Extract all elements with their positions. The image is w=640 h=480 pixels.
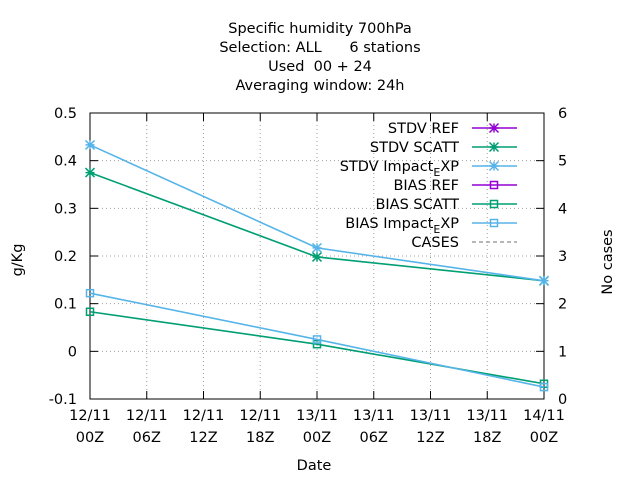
x-axis: 12/11 00Z 12/11 06Z 12/11 12Z 12/11 18Z 13/11 00Z… — [69, 113, 565, 446]
y2-tick-label: 1 — [558, 344, 567, 360]
x-tick-label: 13/11 — [466, 408, 508, 424]
x-tick-label: 12/11 — [69, 408, 111, 424]
y-axis: -0.1 0 0.1 0.2 0.3 0.4 0.5 — [49, 106, 98, 408]
data-point — [84, 139, 96, 150]
y2-tick-label: 5 — [558, 154, 567, 170]
legend-label-part: STDV REF — [388, 121, 459, 137]
y-tick-label: -0.1 — [49, 392, 77, 408]
legend-marker — [489, 199, 499, 209]
legend-label-part: XP — [440, 159, 459, 175]
x-tick-label: 00Z — [530, 430, 558, 446]
x-axis-label: Date — [297, 458, 332, 474]
x-tick-label: 12/11 — [126, 408, 168, 424]
y2-tick-label: 2 — [558, 297, 567, 313]
x-tick-label: 12/11 — [183, 408, 225, 424]
legend-label: STDV SCATT — [370, 140, 459, 156]
y2-tick-label: 3 — [558, 249, 567, 265]
title-line-1: Specific humidity 700hPa — [228, 21, 412, 37]
data-point — [312, 339, 322, 349]
x-tick-label: 14/11 — [523, 408, 565, 424]
legend-label: BIAS ImpactEXP — [345, 216, 459, 236]
data-point — [311, 251, 323, 262]
x-tick-label: 13/11 — [353, 408, 395, 424]
legend-label-part: E — [433, 223, 440, 236]
y2-axis-label: No cases — [600, 229, 616, 294]
y-tick-label: 0.1 — [54, 297, 77, 313]
legend-label: CASES — [411, 235, 459, 251]
x-tick-label: 18Z — [246, 430, 274, 446]
y2-tick-label: 6 — [558, 106, 567, 122]
chart-title: Specific humidity 700hPa Selection: ALL … — [219, 21, 420, 94]
legend-marker — [488, 122, 500, 134]
legend-marker — [488, 160, 500, 172]
y-tick-label: 0.5 — [54, 106, 77, 122]
y-tick-label: 0 — [68, 344, 77, 360]
x-tick-label: 00Z — [303, 430, 331, 446]
x-tick-label: 18Z — [473, 430, 501, 446]
x-tick-label: 12Z — [416, 430, 444, 446]
x-tick-label: 06Z — [133, 430, 161, 446]
legend-label: STDV ImpactEXP — [340, 159, 460, 179]
data-point — [538, 275, 550, 286]
y-tick-label: 0.3 — [54, 201, 77, 217]
legend-entry: STDV SCATT — [370, 140, 517, 156]
data-point — [84, 167, 96, 178]
series-5 — [85, 288, 549, 392]
data-point — [85, 307, 95, 317]
legend-label-part: BIAS Impact — [345, 216, 433, 232]
series-line — [89, 292, 545, 388]
legend-label-part: E — [433, 166, 440, 179]
legend-entry: BIAS ImpactEXP — [345, 216, 517, 236]
data-point — [539, 382, 549, 392]
y2-axis: 0 1 2 3 4 5 6 — [536, 106, 567, 408]
series-group — [84, 139, 550, 392]
x-tick-label: 12/11 — [239, 408, 281, 424]
legend-label: BIAS SCATT — [375, 197, 459, 213]
y2-tick-label: 0 — [558, 392, 567, 408]
legend-label-part: BIAS SCATT — [375, 197, 459, 213]
title-line-3: Used 00 + 24 — [268, 59, 372, 75]
legend-entry: STDV ImpactEXP — [340, 159, 517, 179]
legend-label-part: BIAS REF — [393, 178, 459, 194]
series-line — [89, 171, 545, 282]
data-point — [311, 242, 323, 253]
legend-label: STDV REF — [388, 121, 459, 137]
x-tick-label: 13/11 — [296, 408, 338, 424]
title-line-2: Selection: ALL 6 stations — [219, 40, 420, 56]
data-point — [312, 335, 322, 344]
legend-label-part: STDV SCATT — [370, 140, 459, 156]
x-tick-label: 12Z — [189, 430, 217, 446]
legend-entry: STDV REF — [388, 121, 517, 137]
legend-label-part: CASES — [411, 235, 459, 251]
legend-label-part: XP — [440, 216, 459, 232]
legend-marker — [489, 218, 499, 228]
legend-label: BIAS REF — [393, 178, 459, 194]
series-2 — [84, 139, 550, 286]
legend-entry: BIAS SCATT — [375, 197, 517, 213]
y2-tick-label: 4 — [558, 201, 567, 217]
y-tick-label: 0.2 — [54, 249, 77, 265]
x-tick-label: 00Z — [76, 430, 104, 446]
x-tick-label: 13/11 — [410, 408, 452, 424]
data-point — [85, 288, 95, 298]
legend-entry: BIAS REF — [393, 178, 517, 194]
title-line-4: Averaging window: 24h — [235, 78, 404, 94]
legend-marker — [489, 180, 499, 190]
x-tick-label: 06Z — [360, 430, 388, 446]
y-axis-label: g/Kg — [10, 244, 26, 277]
legend-entry: CASES — [411, 235, 517, 251]
legend-label-part: STDV Impact — [340, 159, 434, 175]
series-4 — [85, 307, 549, 388]
y-tick-label: 0.4 — [54, 154, 77, 170]
legend-marker — [488, 141, 500, 153]
